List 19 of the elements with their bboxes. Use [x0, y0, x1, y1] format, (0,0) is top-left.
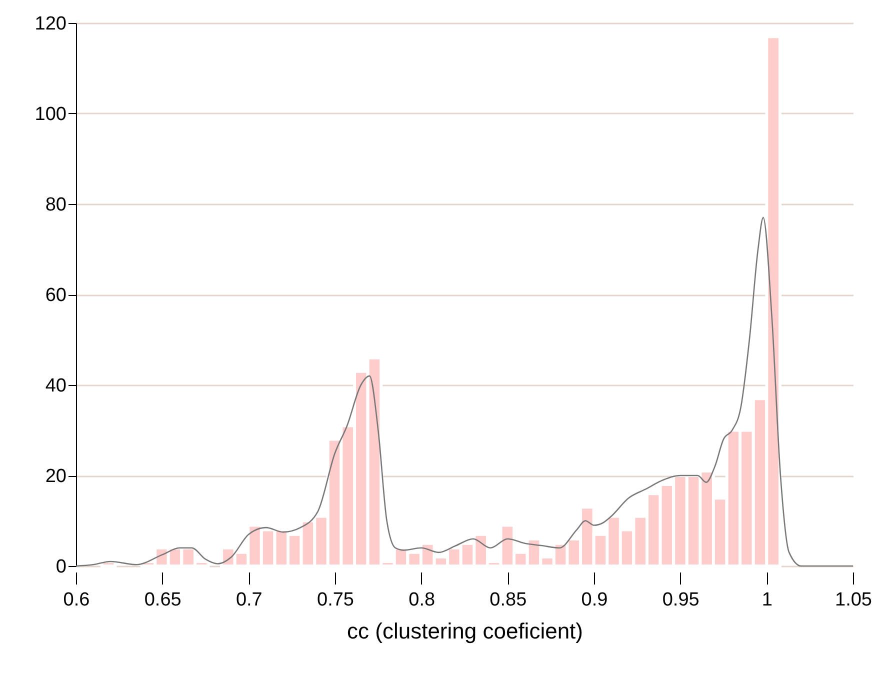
x-axis-title: cc (clustering coeficient) — [347, 618, 583, 644]
x-tick-label: 0.65 — [144, 590, 182, 610]
line-series — [75, 216, 854, 567]
y-tick-label: 120 — [34, 14, 66, 34]
x-tick-label: 0.7 — [236, 590, 262, 610]
x-tick-label: 1 — [762, 590, 772, 610]
y-tick-label: 20 — [45, 466, 66, 487]
y-tick-label: 40 — [45, 376, 66, 396]
y-tick-label: 0 — [56, 556, 66, 578]
y-tick-label: 60 — [45, 285, 66, 306]
x-tick-label: 0.75 — [317, 590, 354, 610]
x-tick-label: 0.85 — [490, 590, 527, 610]
y-tick-label: 100 — [34, 104, 66, 125]
x-tick-label: 0.6 — [63, 590, 90, 610]
x-tick-label: 1.05 — [835, 590, 872, 610]
y-tick-label: 80 — [45, 194, 66, 216]
x-tick-label: 0.95 — [662, 590, 700, 610]
x-tick-label: 0.9 — [581, 590, 608, 610]
x-tick-label: 0.8 — [408, 590, 436, 610]
